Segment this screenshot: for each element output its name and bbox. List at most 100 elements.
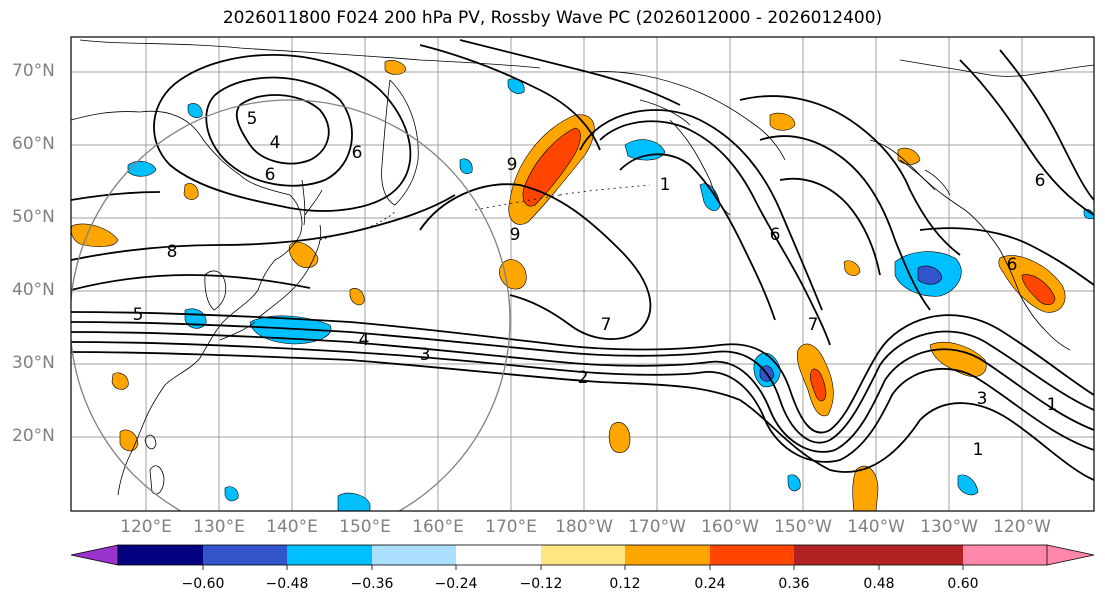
- contour-aleutian-trough-3: [619, 153, 776, 321]
- positive-anomaly-small-8: [843, 260, 861, 276]
- lon-label: 160°W: [701, 517, 759, 537]
- colorbar-tick-label: −0.36: [350, 576, 394, 592]
- contour-label: 9: [510, 225, 521, 245]
- pv-contours: [71, 39, 1094, 481]
- contour-label: 3: [977, 389, 988, 409]
- positive-anomaly-small-6: [384, 60, 407, 75]
- contour-label: 5: [247, 109, 258, 129]
- negative-anomaly-pacific-ne-core: [917, 265, 943, 285]
- positive-anomaly-small-7: [897, 147, 921, 165]
- positive-anomaly-small-2: [349, 288, 365, 306]
- lon-label: 140°E: [266, 517, 318, 537]
- lon-label: 140°W: [847, 517, 905, 537]
- negative-anomaly-small-4: [337, 492, 371, 511]
- coast-sakhalin: [301, 179, 306, 226]
- coast-taiwan: [144, 434, 157, 450]
- contour-north-arctic-2: [459, 39, 681, 106]
- contour-labels: 4 5 6 8 6 5 4 3 2 7 6 7 1 1 1 3 6 6 9 9: [133, 109, 1058, 460]
- coast-arctic-asia: [79, 39, 541, 69]
- colorbar-tick-marks: [202, 565, 964, 570]
- contour-label: 2: [578, 368, 589, 388]
- coastlines: [71, 39, 1094, 496]
- colorbar-bin: [287, 545, 372, 565]
- contour-west-edge-2: [71, 274, 311, 291]
- colorbar-bin: [541, 545, 625, 565]
- coast-north-america: [869, 139, 1071, 351]
- positive-anomaly-aleutian-core: [522, 127, 581, 207]
- contour-label: 4: [359, 330, 370, 350]
- contour-alaska-ridge: [739, 95, 961, 256]
- colorbar-high-extend: [963, 545, 1094, 565]
- contour-west-edge: [71, 191, 161, 201]
- lat-label: 50°N: [12, 207, 55, 227]
- lon-label: 150°E: [339, 517, 391, 537]
- contour-east-ridge-2: [999, 49, 1094, 201]
- contour-label: 5: [133, 305, 144, 325]
- positive-anomaly-trough-core: [810, 368, 827, 402]
- negative-anomaly-small-1: [127, 161, 157, 177]
- positive-anomaly-mongolia: [71, 223, 119, 247]
- negative-anomaly-small-6: [224, 486, 239, 502]
- lat-label: 70°N: [12, 61, 55, 81]
- colorbar-tick-label: 0.60: [947, 576, 979, 592]
- coast-arctic-na: [899, 59, 1094, 77]
- negative-anomaly-small-10: [787, 474, 801, 492]
- lon-label: 160°E: [412, 517, 464, 537]
- positive-anomaly-west-coast-core: [1021, 274, 1056, 305]
- colorbar-tick-label: −0.48: [265, 576, 309, 592]
- colorbar-bin: [118, 545, 203, 565]
- colorbar-outline: [117, 544, 1048, 566]
- coast-asia-east: [71, 110, 303, 496]
- jet-contour-2: [71, 321, 1094, 444]
- colorbar: [70, 544, 1095, 570]
- colorbar-tick-label: 0.48: [863, 576, 895, 592]
- contour-east-ridge: [959, 59, 1094, 216]
- contour-label: 7: [601, 315, 612, 335]
- colorbar-tick-label: 0.12: [609, 576, 641, 592]
- jet-contour-5: [71, 351, 1094, 481]
- contour-aleutian-trough: [599, 120, 831, 346]
- lon-label: 150°W: [774, 517, 832, 537]
- colorbar-bin: [625, 545, 710, 565]
- contour-label: 9: [507, 155, 518, 175]
- contour-ridge-north: [153, 54, 412, 212]
- colorbar-tick-label: −0.12: [519, 576, 563, 592]
- lon-label: 130°W: [920, 517, 978, 537]
- colorbar-bin: [794, 545, 879, 565]
- contour-alaska-ridge-3: [779, 177, 881, 276]
- positive-anomaly-small-1: [183, 183, 199, 200]
- positive-anomaly-small-5: [769, 112, 796, 131]
- contour-low-kamchatka-outer: [205, 76, 353, 187]
- positive-anomaly-subtropic-south: [852, 465, 879, 511]
- graticule: [71, 37, 1094, 511]
- contour-low-kamchatka: [235, 94, 330, 165]
- coast-kamchatka: [381, 79, 419, 206]
- contour-label: 6: [352, 143, 363, 163]
- colorbar-bin: [879, 545, 963, 565]
- contour-label: 6: [265, 165, 276, 185]
- negative-anomaly-small-9: [459, 158, 473, 174]
- lon-label: 180°W: [555, 517, 613, 537]
- positive-anomaly-japan: [288, 241, 319, 268]
- lon-label: 130°E: [193, 517, 245, 537]
- jet-contour-4: [71, 341, 1094, 463]
- pv-anomaly-shading: [71, 60, 1094, 511]
- contour-mid-asia: [71, 194, 456, 261]
- lon-label: 120°E: [120, 517, 172, 537]
- lat-label: 60°N: [12, 134, 55, 154]
- colorbar-bin: [372, 545, 456, 565]
- map-border: [70, 36, 1095, 512]
- great-circle-region: [71, 99, 511, 511]
- negative-anomaly-small-7: [187, 103, 203, 118]
- jet-contour-3: [71, 331, 1094, 453]
- contour-label: 3: [420, 345, 431, 365]
- negative-anomaly-small-5: [957, 474, 979, 496]
- contour-label: 1: [973, 440, 984, 460]
- contour-east-ridge-3: [919, 227, 1094, 286]
- colorbar-bin: [710, 545, 794, 565]
- lon-label: 120°W: [993, 517, 1051, 537]
- contour-label: 6: [1035, 171, 1046, 191]
- contour-label: 1: [1047, 395, 1058, 415]
- contour-label: 7: [808, 315, 819, 335]
